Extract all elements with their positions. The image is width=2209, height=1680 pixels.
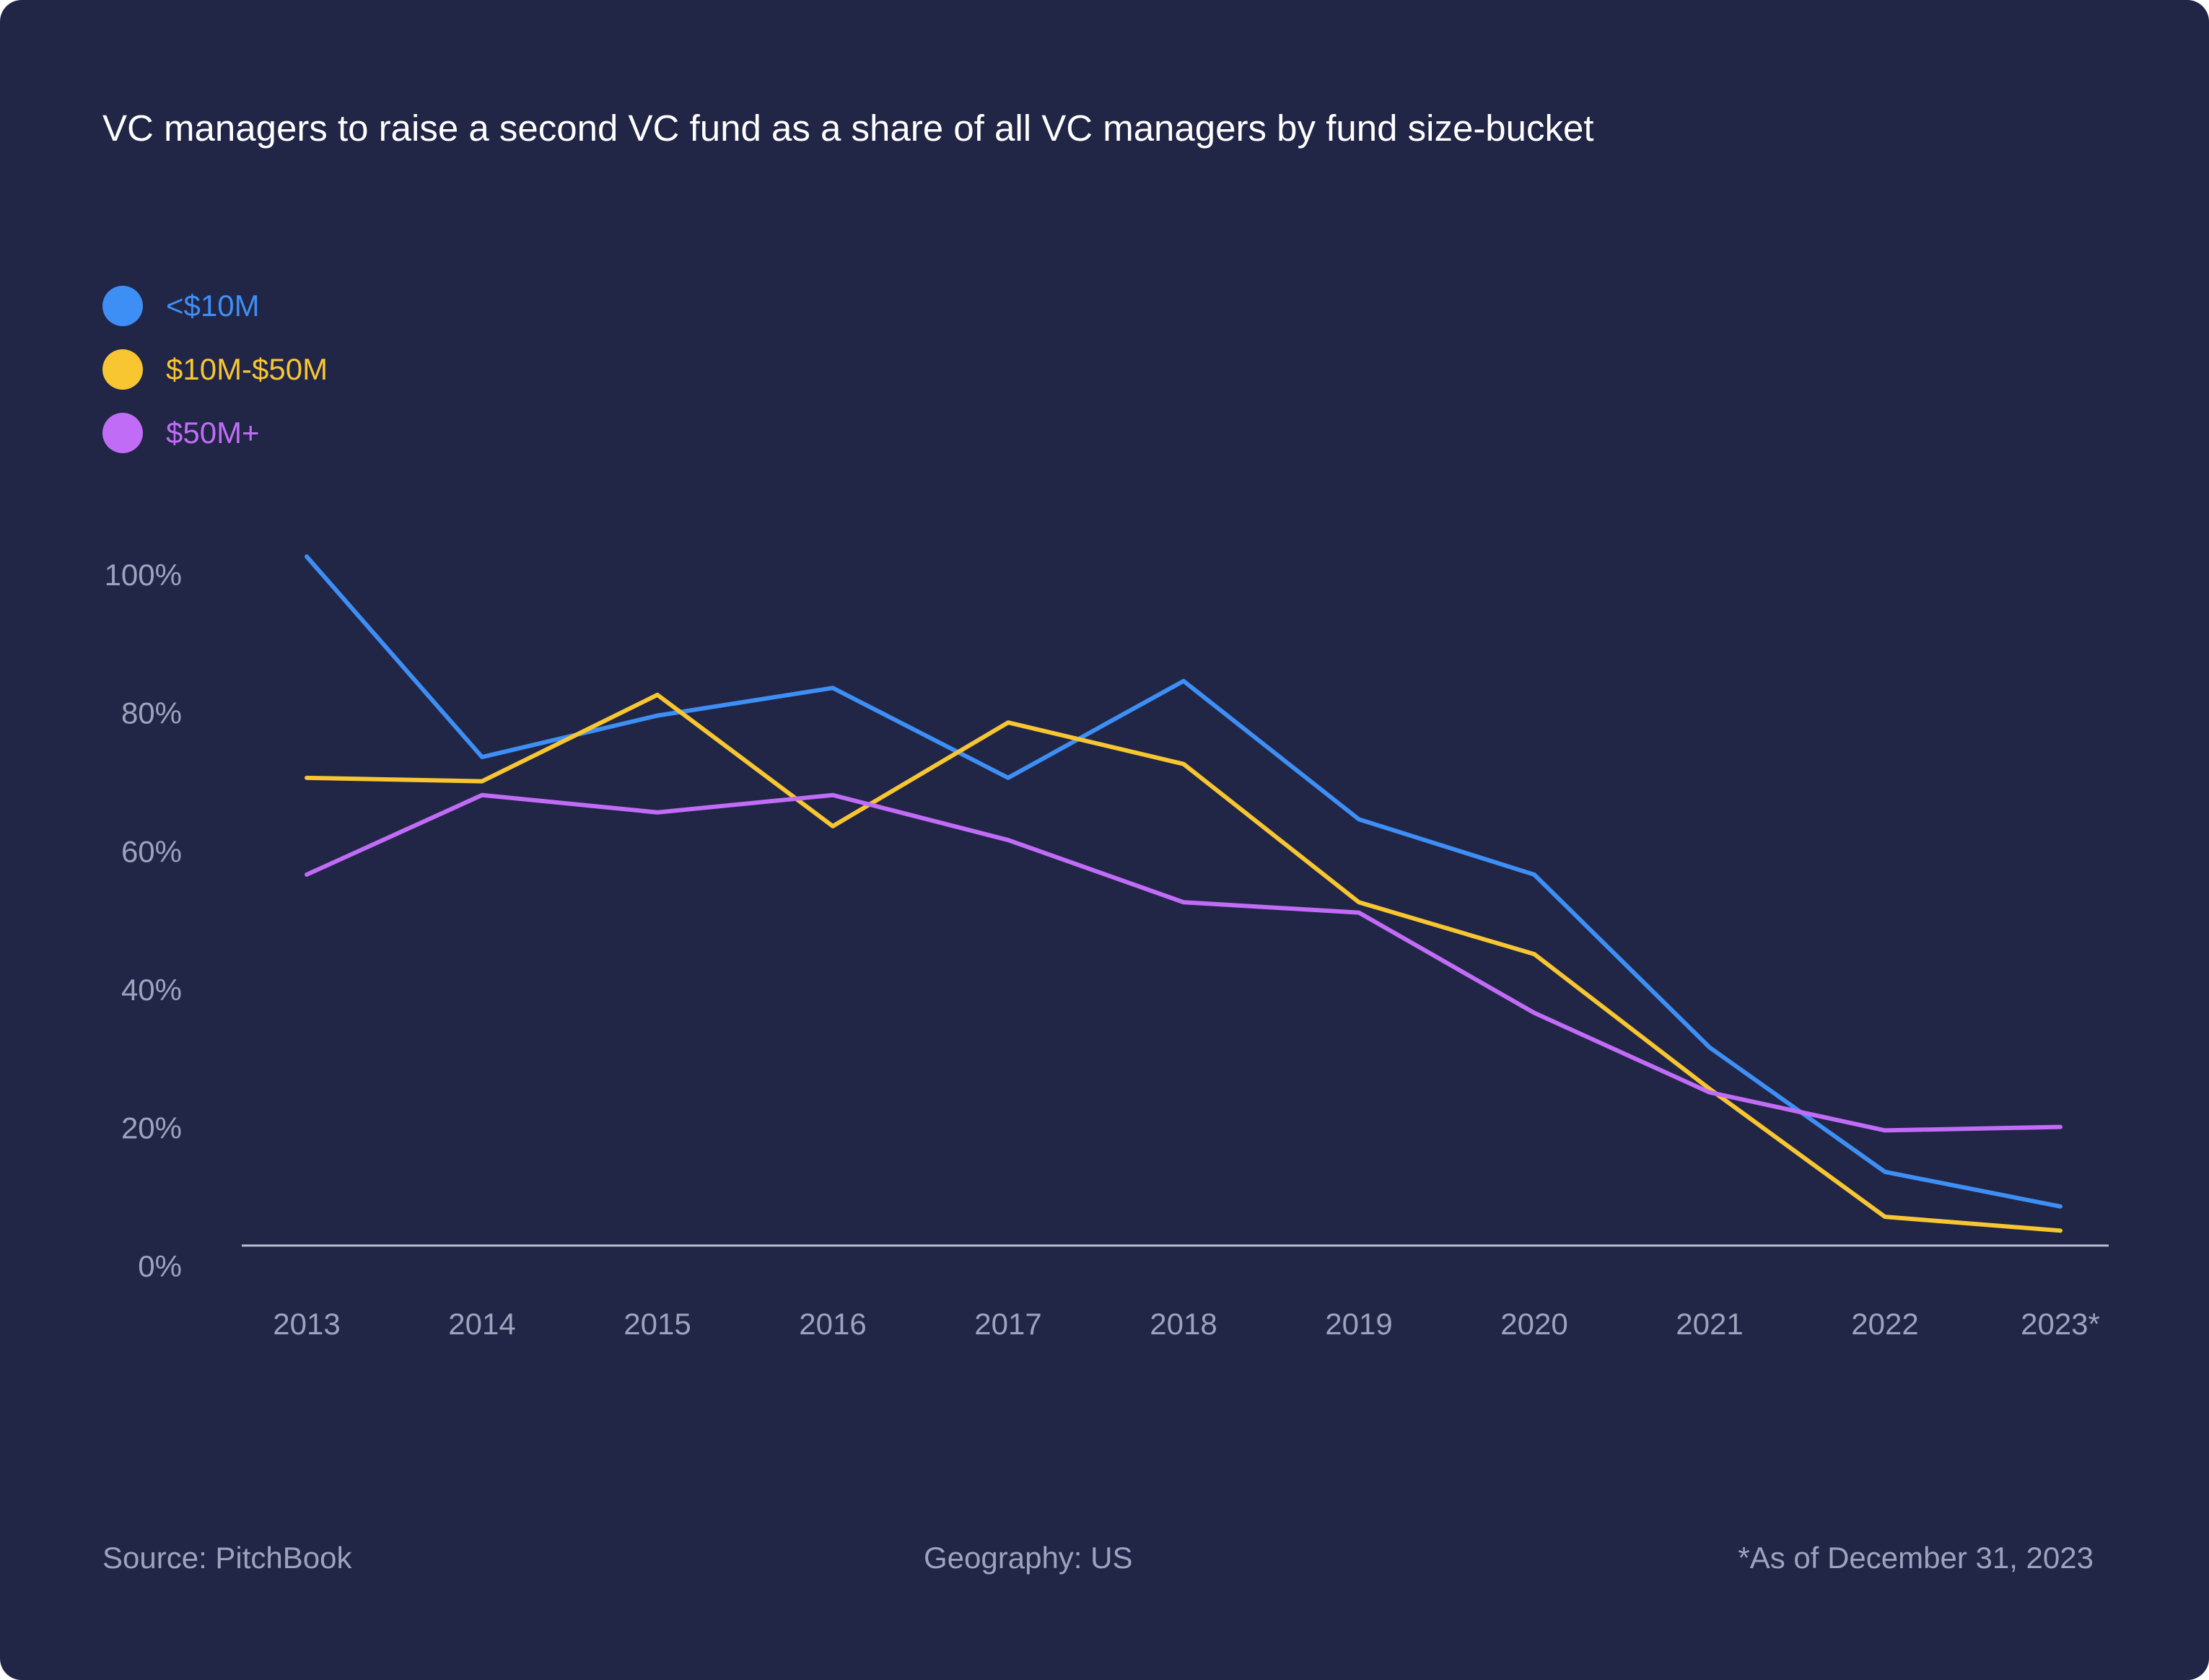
footer-source: Source: PitchBook: [102, 1541, 352, 1575]
y-tick-label: 60%: [121, 834, 182, 868]
legend-swatch-small: [102, 286, 143, 326]
legend-swatch-mid: [102, 349, 143, 390]
y-tick-label: 20%: [121, 1111, 182, 1145]
y-tick-label: 100%: [105, 558, 182, 592]
footer-geography: Geography: US: [924, 1541, 1133, 1575]
x-tick-label: 2020: [1500, 1307, 1567, 1341]
x-tick-label: 2014: [448, 1307, 515, 1341]
y-tick-label: 0%: [138, 1249, 182, 1283]
legend-item-small: <$10M: [102, 274, 328, 338]
legend-label-small: <$10M: [166, 289, 260, 323]
legend-label-mid: $10M-$50M: [166, 352, 328, 386]
y-tick-label: 80%: [121, 696, 182, 730]
series-line-1: [305, 692, 2063, 1233]
x-tick-label: 2017: [974, 1307, 1041, 1341]
legend-swatch-large: [102, 413, 143, 453]
legend-item-mid: $10M-$50M: [102, 338, 328, 401]
x-tick-label: 2021: [1676, 1307, 1743, 1341]
series-line-0: [305, 554, 2063, 1209]
chart-legend: <$10M $10M-$50M $50M+: [102, 274, 328, 465]
x-tick-label: 2018: [1150, 1307, 1217, 1341]
footer-note: *As of December 31, 2023: [1738, 1541, 2094, 1575]
chart-title: VC managers to raise a second VC fund as…: [102, 108, 1594, 149]
x-tick-label: 2019: [1325, 1307, 1392, 1341]
series-line-2: [305, 792, 2063, 1133]
legend-item-large: $50M+: [102, 401, 328, 465]
y-tick-label: 40%: [121, 973, 182, 1007]
legend-label-large: $50M+: [166, 416, 260, 450]
x-tick-label: 2022: [1851, 1307, 1918, 1341]
x-tick-label: 2015: [624, 1307, 691, 1341]
x-tick-label: 2013: [273, 1307, 340, 1341]
x-tick-label: 2016: [799, 1307, 866, 1341]
x-tick-label: 2023*: [2021, 1307, 2100, 1341]
